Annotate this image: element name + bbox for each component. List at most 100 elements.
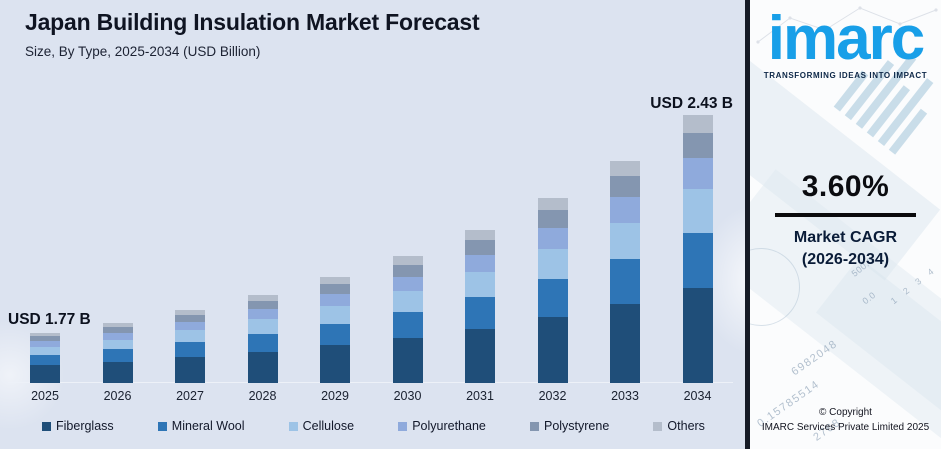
legend: Fiberglass Mineral Wool Cellulose Polyureth…: [42, 419, 705, 433]
legend-label: Polystyrene: [543, 419, 610, 433]
stacked-bar-2030: [392, 256, 423, 383]
bar-segment-others: [320, 277, 350, 285]
bar-segment-others: [465, 230, 495, 241]
chart-panel: Japan Building Insulation Market Forecas…: [0, 9, 745, 433]
page-title: Japan Building Insulation Market Forecas…: [25, 9, 480, 35]
bar-segment-mineral-wool: [465, 297, 495, 329]
legend-label: Fiberglass: [56, 419, 114, 433]
bar-segment-fiberglass: [320, 345, 350, 383]
x-tick-2025: 2025: [31, 389, 59, 403]
stacked-bar-2029: [320, 277, 350, 383]
bar-segment-polyurethane: [465, 254, 495, 273]
legend-item-cellulose: Cellulose: [288, 419, 355, 433]
bar-segment-mineral-wool: [102, 349, 133, 362]
last-bar-value-label: USD 2.43 B: [650, 95, 733, 112]
bar-segment-polystyrene: [320, 284, 350, 295]
bar-segment-polyurethane: [392, 276, 423, 292]
stacked-bar-2027: [175, 310, 205, 383]
bar-segment-polystyrene: [102, 327, 133, 333]
x-tick-2027: 2027: [176, 389, 204, 403]
legend-item-polystyrene: Polystyrene: [529, 419, 610, 433]
bar-segment-others: [392, 256, 423, 265]
cagr-label: Market CAGR: [793, 229, 898, 246]
legend-label: Cellulose: [302, 419, 355, 433]
bar-segment-mineral-wool: [392, 311, 423, 338]
x-tick-2032: 2032: [538, 389, 567, 403]
cagr-years: (2026-2034): [801, 251, 890, 269]
bar-segment-polyurethane: [682, 158, 713, 190]
legend-swatch-polyurethane: [398, 421, 408, 431]
bar-segment-mineral-wool: [247, 333, 278, 352]
bar-segment-cellulose: [102, 339, 133, 350]
bar-segment-fiberglass: [175, 357, 205, 383]
bar-segment-fiberglass: [610, 304, 640, 383]
bar-segment-others: [682, 115, 713, 133]
legend-swatch-polystyrene: [529, 421, 539, 431]
copyright-line2: IMARC Services Private Limited 2025: [761, 422, 930, 433]
x-tick-2026: 2026: [103, 389, 132, 403]
bar-segment-polystyrene: [247, 300, 278, 310]
bar-segment-fiberglass: [102, 361, 133, 383]
bar-segment-polystyrene: [537, 210, 568, 228]
x-axis-labels: 2025 2026 2027 2028 2029 2030 2031 2032 2033 2034: [31, 389, 712, 403]
bar-segment-polyurethane: [537, 228, 568, 250]
bar-segment-fiberglass: [247, 351, 278, 383]
stacked-bar-2031: [465, 230, 495, 383]
stacked-bar-2026: [102, 323, 133, 383]
watermark-bar: [866, 85, 911, 138]
legend-swatch-others: [653, 421, 663, 431]
watermark-bar: [888, 108, 928, 155]
stacked-bar-2033: [610, 161, 640, 383]
cagr-card: 3.60% Market CAGR (2026-2034): [750, 170, 941, 272]
first-bar-value-label: USD 1.77 B: [8, 311, 91, 328]
x-tick-2034: 2034: [683, 389, 712, 403]
legend-label: Mineral Wool: [171, 419, 245, 433]
copyright-line1: © Copyright: [819, 407, 872, 418]
stacked-bar-2032: [537, 198, 568, 383]
legend-swatch-fiberglass: [42, 421, 51, 431]
imarc-logo-text: imarc: [767, 4, 925, 73]
bar-segment-cellulose: [320, 306, 350, 324]
bar-segment-cellulose: [392, 291, 423, 312]
bar-segment-polystyrene: [465, 240, 495, 255]
copyright: © Copyright IMARC Services Private Limit…: [750, 405, 941, 435]
legend-item-mineral-wool: Mineral Wool: [157, 419, 245, 433]
bar-segment-others: [537, 198, 568, 211]
bar-segment-mineral-wool: [537, 279, 568, 318]
legend-label: Others: [667, 419, 705, 433]
x-tick-2031: 2031: [466, 389, 494, 403]
x-tick-2033: 2033: [611, 389, 639, 403]
watermark-number: 6982048: [789, 337, 840, 379]
bar-segment-cellulose: [537, 249, 568, 280]
legend-item-fiberglass: Fiberglass: [42, 419, 114, 433]
legend-swatch-mineral-wool: [157, 421, 167, 431]
chart-subtitle: Size, By Type, 2025-2034 (USD Billion): [25, 44, 261, 59]
bar-segment-fiberglass: [392, 337, 423, 383]
bar-segment-polyurethane: [175, 321, 205, 331]
bar-segment-polystyrene: [392, 264, 423, 277]
bar-segment-polystyrene: [610, 175, 640, 198]
bar-segment-others: [102, 323, 133, 328]
legend-item-polyurethane: Polyurethane: [398, 419, 486, 433]
bar-segment-cellulose: [247, 319, 278, 334]
cagr-value: 3.60%: [801, 170, 890, 203]
bar-segment-mineral-wool: [610, 258, 640, 305]
watermark-bar: [877, 78, 934, 147]
brand-sidebar: 6982048 0.15785514 2768 500.0 0.0 1 2 3 4 ima…: [750, 0, 941, 449]
bar-segment-mineral-wool: [320, 323, 350, 346]
bar-segment-polyurethane: [247, 309, 278, 320]
bar-segment-polyurethane: [102, 332, 133, 340]
imarc-logo-tagline: TRANSFORMING IDEAS INTO IMPACT: [763, 71, 928, 80]
bar-segment-polystyrene: [175, 314, 205, 322]
bar-segment-cellulose: [465, 272, 495, 298]
bar-segment-others: [175, 310, 205, 315]
legend-swatch-cellulose: [288, 421, 298, 431]
legend-label: Polyurethane: [412, 419, 486, 433]
bar-segment-mineral-wool: [175, 342, 205, 358]
x-axis-line: [8, 382, 733, 383]
bar-segment-polyurethane: [610, 197, 640, 223]
bar-segment-others: [610, 161, 640, 176]
bar-segment-others: [247, 295, 278, 301]
legend-item-others: Others: [653, 419, 705, 433]
